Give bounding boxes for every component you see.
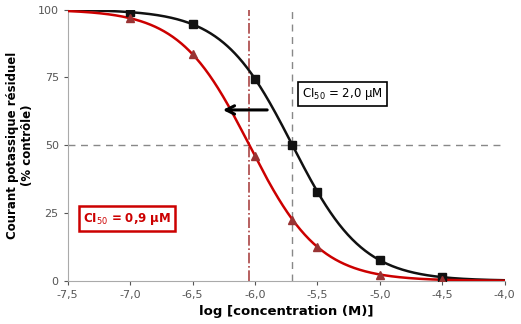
Text: CI$_{50}$ = 0,9 μM: CI$_{50}$ = 0,9 μM <box>83 211 171 226</box>
X-axis label: log [concentration (M)]: log [concentration (M)] <box>199 306 374 318</box>
Y-axis label: Courant potassique résiduel
(% contrôle): Courant potassique résiduel (% contrôle) <box>6 52 33 239</box>
Text: CI$_{50}$ = 2,0 μM: CI$_{50}$ = 2,0 μM <box>302 86 383 102</box>
